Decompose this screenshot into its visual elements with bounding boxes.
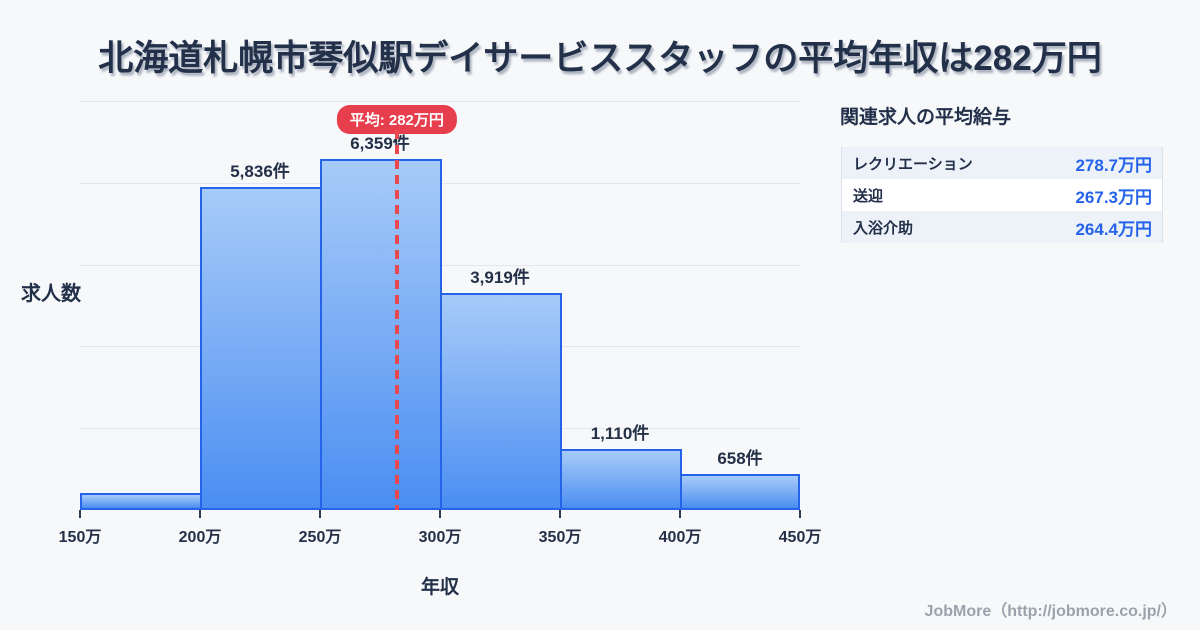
table-row: レクリエーション 278.7万円 — [842, 147, 1162, 179]
x-tick-mark — [799, 510, 801, 518]
x-tick-label: 200万 — [178, 529, 222, 546]
bar-value-label: 3,919件 — [470, 268, 530, 287]
x-tick-label: 450万 — [778, 529, 822, 546]
x-tick-label: 150万 — [58, 529, 102, 546]
plot-area: 平均: 282万円 5,836件 6,359件 3,919件 1,110件 658件 15… — [59, 101, 821, 546]
histogram-bar — [440, 293, 562, 510]
x-tick-mark — [199, 510, 201, 518]
gridline — [80, 101, 800, 102]
histogram-bar — [320, 159, 442, 510]
related-jobs-table: レクリエーション 278.7万円 送迎 267.3万円 入浴介助 264.4万円 — [841, 147, 1163, 243]
x-tick-mark — [679, 510, 681, 518]
average-line — [394, 130, 399, 510]
histogram-bar — [680, 474, 800, 510]
bar-value-label: 5,836件 — [230, 162, 290, 181]
job-salary-value: 267.3万円 — [1075, 187, 1152, 207]
histogram-bar — [80, 493, 202, 510]
job-salary-value: 278.7万円 — [1075, 155, 1152, 175]
job-label: 入浴介助 — [853, 219, 914, 237]
bar-value-label: 658件 — [717, 449, 763, 468]
x-tick-label: 400万 — [658, 529, 702, 546]
bar-value-label: 1,110件 — [590, 424, 650, 443]
x-tick-label: 250万 — [298, 529, 342, 546]
x-tick-mark — [559, 510, 561, 518]
x-axis-label: 年収 — [420, 577, 459, 598]
x-tick-mark — [439, 510, 441, 518]
table-row: 送迎 267.3万円 — [842, 179, 1162, 211]
job-salary-value: 264.4万円 — [1075, 219, 1152, 239]
histogram-bar — [560, 449, 682, 510]
job-label: 送迎 — [853, 187, 884, 205]
related-jobs-heading: 関連求人の平均給与 — [840, 107, 1012, 128]
x-tick-mark — [319, 510, 321, 518]
x-tick-label: 350万 — [538, 529, 582, 546]
average-badge: 平均: 282万円 — [336, 105, 457, 134]
histogram-bar — [200, 187, 322, 510]
table-row: 入浴介助 264.4万円 — [842, 211, 1162, 243]
y-axis-label: 求人数 — [21, 283, 81, 305]
x-tick-mark — [79, 510, 81, 518]
site-credit: JobMore（http://jobmore.co.jp/） — [924, 603, 1177, 620]
x-tick-label: 300万 — [418, 529, 462, 546]
page-title: 北海道札幌市琴似駅デイサービススタッフの平均年収は282万円 — [98, 39, 1102, 78]
bar-value-label: 6,359件 — [350, 134, 410, 153]
job-label: レクリエーション — [853, 155, 973, 173]
